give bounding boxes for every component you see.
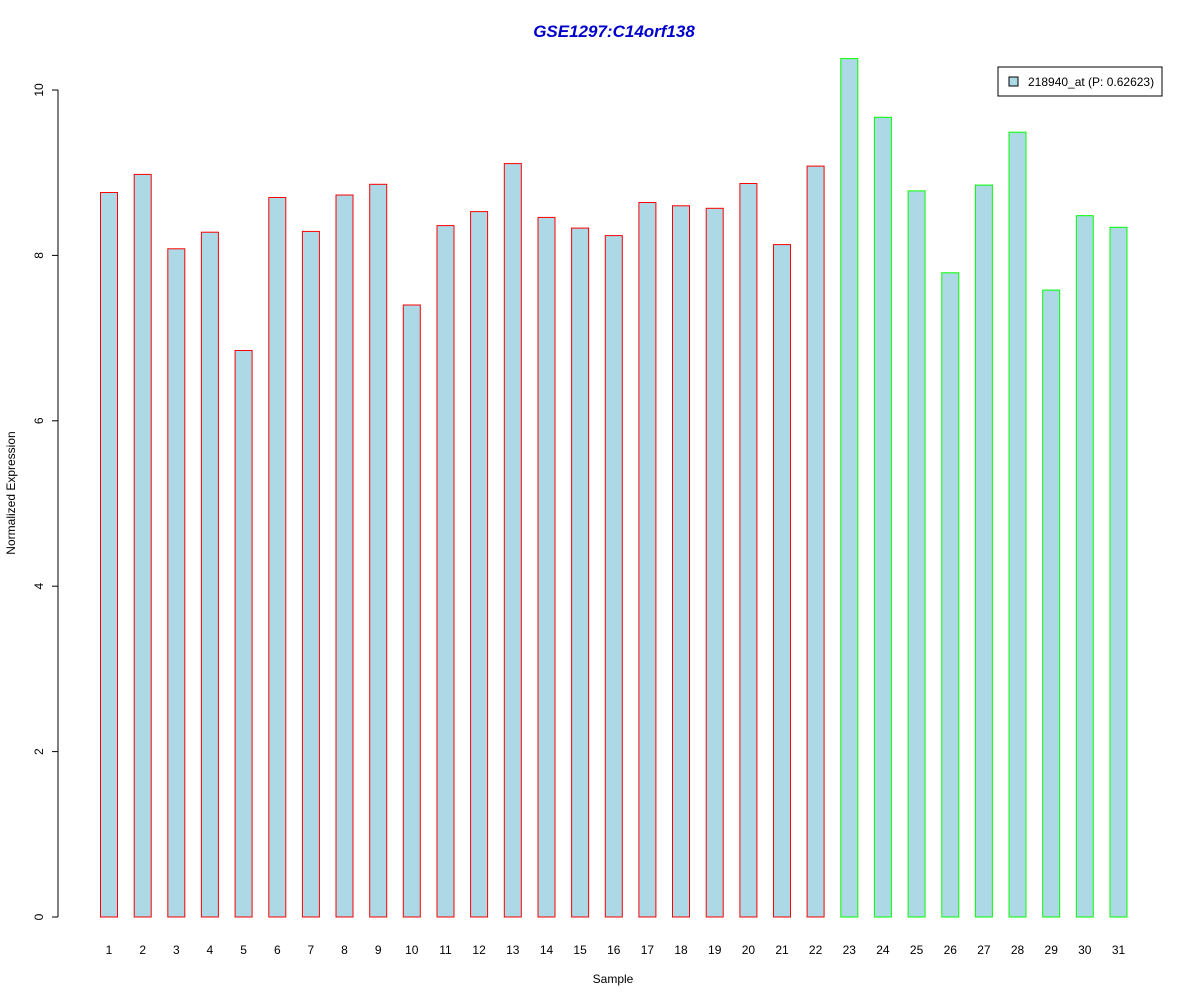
x-tick-label: 28 [1011,943,1025,957]
x-axis-label: Sample [593,972,634,986]
bar-sample-24 [873,116,892,918]
bar-sample-31 [1109,226,1128,918]
x-tick-label: 8 [341,943,348,957]
bar-sample-4 [200,231,219,918]
x-tick-label: 20 [742,943,756,957]
x-tick-label: 13 [506,943,520,957]
x-tick-label: 2 [139,943,146,957]
x-tick-label: 29 [1045,943,1059,957]
y-axis: 0 2 4 6 8 10 [32,83,59,920]
bar-sample-1 [100,192,118,918]
x-tick-label: 27 [977,943,991,957]
x-tick-label: 14 [540,943,554,957]
x-tick-label: 9 [375,943,382,957]
x-tick-label: 23 [843,943,857,957]
x-tick-label: 31 [1112,943,1126,957]
x-tick-label: 25 [910,943,924,957]
x-tick-label: 21 [775,943,789,957]
bar-sample-18 [672,205,690,918]
y-tick-label: 4 [32,583,46,590]
bars [100,58,1128,918]
bar-sample-5 [234,350,253,918]
legend: 218940_at (P: 0.62623) [997,66,1163,97]
bar-sample-30 [1075,215,1094,918]
y-tick-label: 10 [32,83,46,97]
legend-box [997,66,1163,97]
x-tick-label: 30 [1078,943,1092,957]
x-axis-ticks: 1 2 3 4 5 6 7 8 9 10 11 12 13 14 15 16 17 18 19 20 21 22 23 24 2… [106,943,1126,957]
legend-label: 218940_at (P: 0.62623) [1028,75,1154,89]
legend-swatch [1008,76,1019,87]
bar-sample-6 [268,197,287,918]
bar-sample-16 [604,235,623,918]
bar-sample-17 [638,202,657,918]
x-tick-label: 18 [674,943,688,957]
y-tick-label: 6 [32,417,46,424]
x-tick-label: 22 [809,943,823,957]
x-tick-label: 26 [944,943,958,957]
bar-sample-11 [436,225,455,918]
x-tick-label: 4 [207,943,214,957]
bar-sample-28 [1008,131,1027,918]
bar-sample-22 [806,165,825,918]
bar-sample-12 [470,211,489,918]
bar-sample-27 [974,184,993,918]
y-tick-label: 0 [32,913,46,920]
x-tick-label: 15 [573,943,587,957]
bar-sample-29 [1042,289,1061,918]
x-tick-label: 24 [876,943,890,957]
bar-sample-7 [301,230,320,918]
x-tick-label: 10 [405,943,419,957]
x-tick-label: 3 [173,943,180,957]
bar-sample-20 [739,183,758,918]
x-tick-label: 11 [439,943,452,957]
bar-sample-2 [133,173,152,918]
x-tick-label: 16 [607,943,621,957]
x-tick-label: 19 [708,943,722,957]
bar-sample-21 [773,244,791,918]
bar-sample-23 [840,58,859,918]
bar-sample-13 [503,163,522,918]
x-tick-label: 17 [641,943,655,957]
bar-sample-15 [571,227,590,918]
x-tick-label: 6 [274,943,281,957]
bar-sample-26 [941,272,960,918]
y-tick-label: 8 [32,252,46,259]
bar-sample-8 [335,194,354,918]
y-tick-label: 2 [32,748,46,755]
bar-sample-25 [907,190,926,918]
x-tick-label: 7 [308,943,315,957]
bar-sample-9 [369,183,388,918]
y-axis-label: Normalized Expression [4,431,18,554]
chart-title: GSE1297:C14orf138 [533,22,695,41]
bar-sample-3 [167,248,186,918]
bar-sample-14 [537,216,556,918]
x-tick-label: 12 [472,943,486,957]
x-tick-label: 5 [240,943,247,957]
x-tick-label: 1 [106,943,113,957]
bar-sample-19 [705,207,724,918]
bar-sample-10 [402,304,421,918]
